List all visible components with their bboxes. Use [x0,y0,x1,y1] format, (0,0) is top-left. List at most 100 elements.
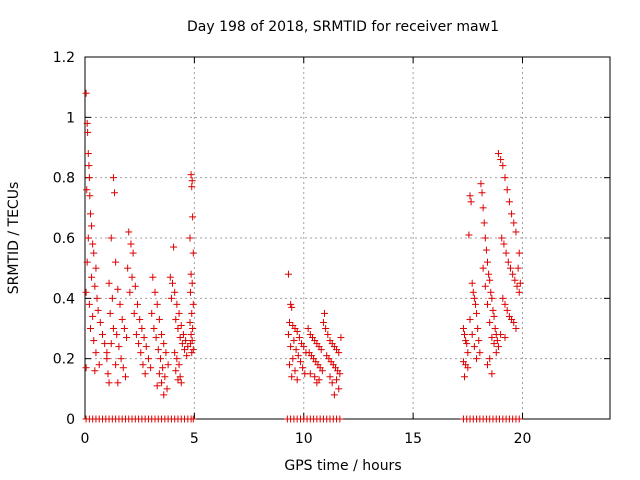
data-point [326,373,334,381]
data-point [103,349,111,357]
data-point [99,331,106,339]
data-point [86,192,94,200]
data-point [166,273,174,281]
data-point [124,264,132,272]
data-point [91,367,99,375]
data-point [512,325,520,332]
data-point [164,361,172,369]
data-point [170,243,178,251]
data-point [92,349,100,357]
data-point [111,189,119,197]
y-tick-label: 0.6 [53,231,75,247]
data-point [188,309,196,317]
data-point [158,379,166,387]
data-point [478,189,486,197]
data-point [484,361,491,369]
data-point [105,279,113,287]
data-point [293,376,301,384]
data-point [294,352,302,360]
data-point [171,349,179,357]
data-point [322,325,330,332]
data-point [506,264,514,272]
data-point [125,228,133,236]
data-point [188,337,196,345]
data-point [503,306,511,314]
data-point [462,337,470,345]
data-point [470,343,478,351]
data-point [503,186,511,194]
data-point [482,246,490,254]
y-tick-label: 0.8 [53,171,75,187]
data-point [172,315,180,323]
data-point [127,240,135,248]
data-point [140,334,148,342]
data-point [511,276,519,284]
data-point [177,379,185,387]
data-point [494,343,502,351]
data-point [335,385,343,393]
data-point [88,273,96,281]
data-point [119,364,127,372]
data-point [178,340,186,348]
data-point [474,325,482,332]
data-point [488,294,496,302]
data-point [151,288,159,296]
y-tick-label: 1.2 [53,50,75,66]
data-point [324,331,332,339]
data-point [487,288,495,296]
data-point [337,334,345,342]
data-point [287,300,295,308]
data-point [188,279,196,287]
data-point [159,364,167,372]
data-point [479,264,487,272]
data-point [464,349,472,357]
data-point [497,331,505,339]
data-point [481,282,489,290]
data-point [486,355,494,363]
grid [85,57,610,419]
data-point [104,370,112,378]
data-point [89,312,97,320]
data-point [321,309,329,317]
data-point [189,300,197,308]
data-point [313,379,321,387]
data-point [504,258,512,266]
data-point [186,288,194,296]
data-point [112,258,120,266]
data-point [311,373,319,381]
data-point [103,355,111,363]
data-point [461,331,469,339]
data-point [156,355,164,363]
data-point [107,234,115,242]
data-point [486,318,494,326]
y-tick-label: 0.2 [53,352,75,368]
data-point [286,361,294,369]
data-point [84,150,92,158]
data-point [188,177,196,185]
data-point [138,325,146,332]
data-point [501,174,509,182]
data-point [135,340,143,348]
data-point [328,379,336,387]
data-point [132,331,140,339]
data-point [144,355,152,363]
data-point [515,288,523,296]
data-point [107,340,115,348]
data-point [85,174,93,182]
data-point [105,379,113,387]
data-point [501,334,509,342]
data-point [502,249,510,257]
data-point [136,315,144,323]
data-point [120,325,128,332]
data-point [292,346,300,354]
data-point [148,309,156,317]
data-point [121,373,129,381]
x-tick-label: 0 [81,431,90,447]
data-point [171,288,179,296]
data-point [116,300,124,308]
data-point [94,306,102,314]
data-point [137,349,145,357]
x-tick-label: 20 [514,431,532,447]
data-point [467,198,475,206]
